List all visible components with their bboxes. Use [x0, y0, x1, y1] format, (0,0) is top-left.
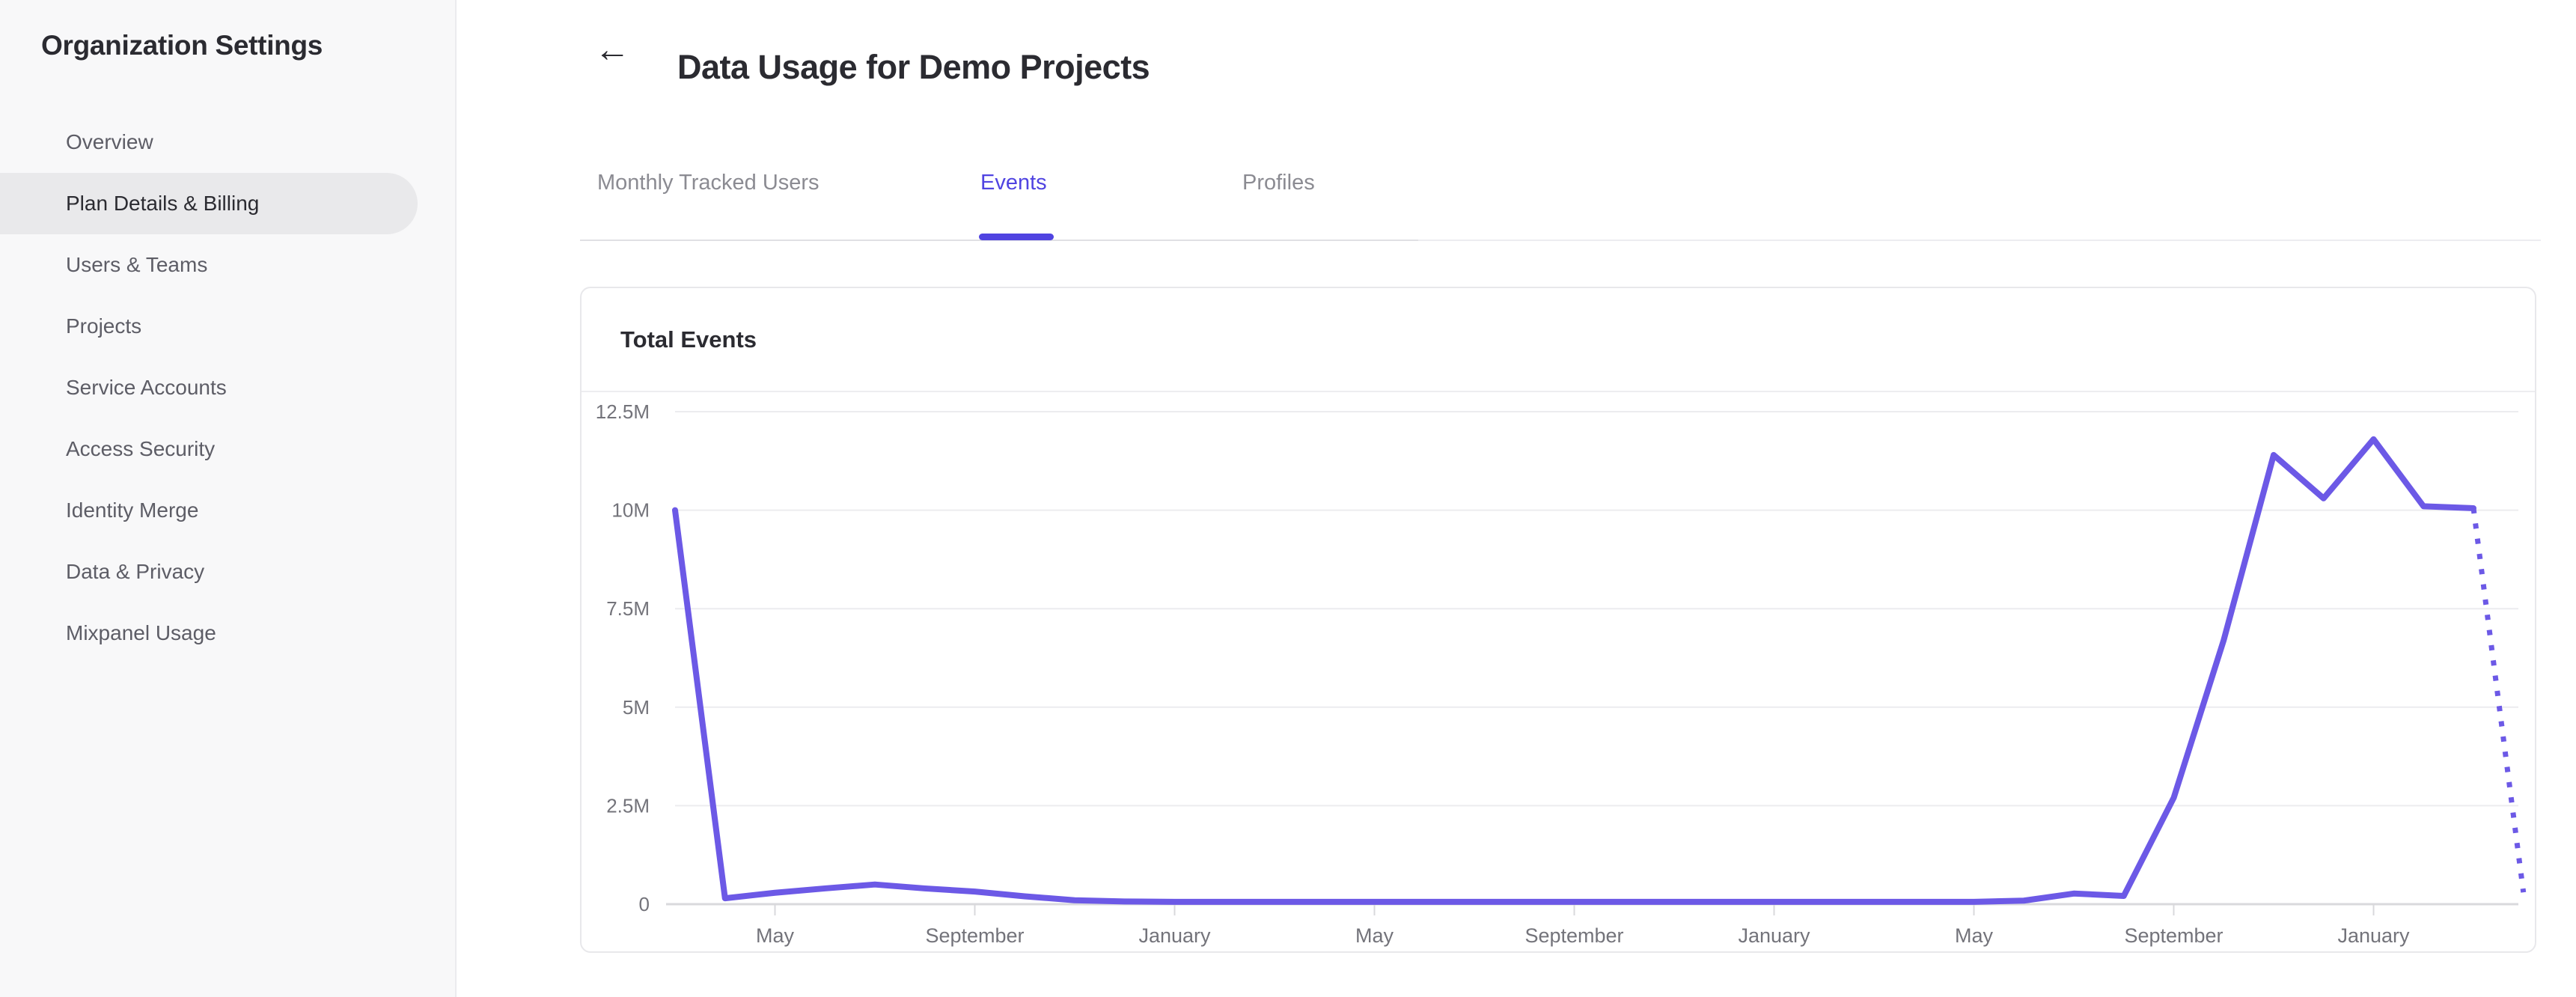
sidebar-item-plan-details-billing[interactable]: Plan Details & Billing [0, 173, 418, 234]
sidebar-item-service-accounts[interactable]: Service Accounts [66, 376, 227, 399]
y-axis-label: 10M [611, 499, 650, 522]
projection-dotted-line [2470, 507, 2527, 893]
y-axis-label: 5M [623, 696, 650, 719]
page-title: Data Usage for Demo Projects [677, 48, 1150, 87]
x-axis-label: May [1955, 924, 1994, 947]
sidebar-item-projects[interactable]: Projects [66, 314, 142, 338]
x-axis-label: May [756, 924, 795, 947]
x-axis-label: January [2337, 924, 2410, 947]
card-title: Total Events [620, 326, 757, 353]
x-axis-label: January [1738, 924, 1810, 947]
y-axis-label: 0 [639, 893, 650, 915]
x-axis-label: January [1138, 924, 1211, 947]
events-line-series [672, 436, 2476, 905]
sidebar-item-data-privacy[interactable]: Data & Privacy [66, 560, 205, 583]
y-axis-label: 12.5M [596, 400, 650, 423]
card-header: Total Events [582, 288, 2535, 392]
organization-settings-sidebar: Organization Settings Overview Plan Deta… [0, 0, 457, 997]
active-tab-underline [979, 234, 1054, 240]
tabs-divider-active-region [580, 240, 1418, 241]
x-axis-label: September [2124, 924, 2223, 947]
sidebar-title: Organization Settings [41, 30, 323, 61]
tab-events[interactable]: Events [980, 171, 1047, 195]
y-axis-label: 7.5M [606, 597, 650, 620]
tabs-divider [580, 240, 2541, 241]
back-button[interactable]: ← [588, 25, 636, 73]
total-events-card: Total Events 0 2.5M 5M 7.5M 10M 12.5M May Septe… [580, 287, 2536, 953]
sidebar-item-users-teams[interactable]: Users & Teams [66, 253, 208, 276]
sidebar-item-mixpanel-usage[interactable]: Mixpanel Usage [66, 621, 216, 644]
back-arrow-icon: ← [594, 29, 630, 70]
x-axis-label: September [925, 924, 1024, 947]
sidebar-item-overview[interactable]: Overview [66, 130, 153, 153]
total-events-chart: 0 2.5M 5M 7.5M 10M 12.5M May September January Ma… [596, 400, 2527, 947]
sidebar-item-access-security[interactable]: Access Security [66, 437, 216, 460]
sidebar-nav: Overview Plan Details & Billing Users & … [0, 112, 457, 664]
x-axis-label: May [1355, 924, 1394, 947]
y-axis-label: 2.5M [606, 794, 650, 817]
sidebar-item-identity-merge[interactable]: Identity Merge [66, 498, 199, 522]
tab-profiles[interactable]: Profiles [1242, 171, 1315, 195]
x-axis-label: September [1524, 924, 1623, 947]
tab-monthly-tracked-users[interactable]: Monthly Tracked Users [597, 171, 820, 195]
